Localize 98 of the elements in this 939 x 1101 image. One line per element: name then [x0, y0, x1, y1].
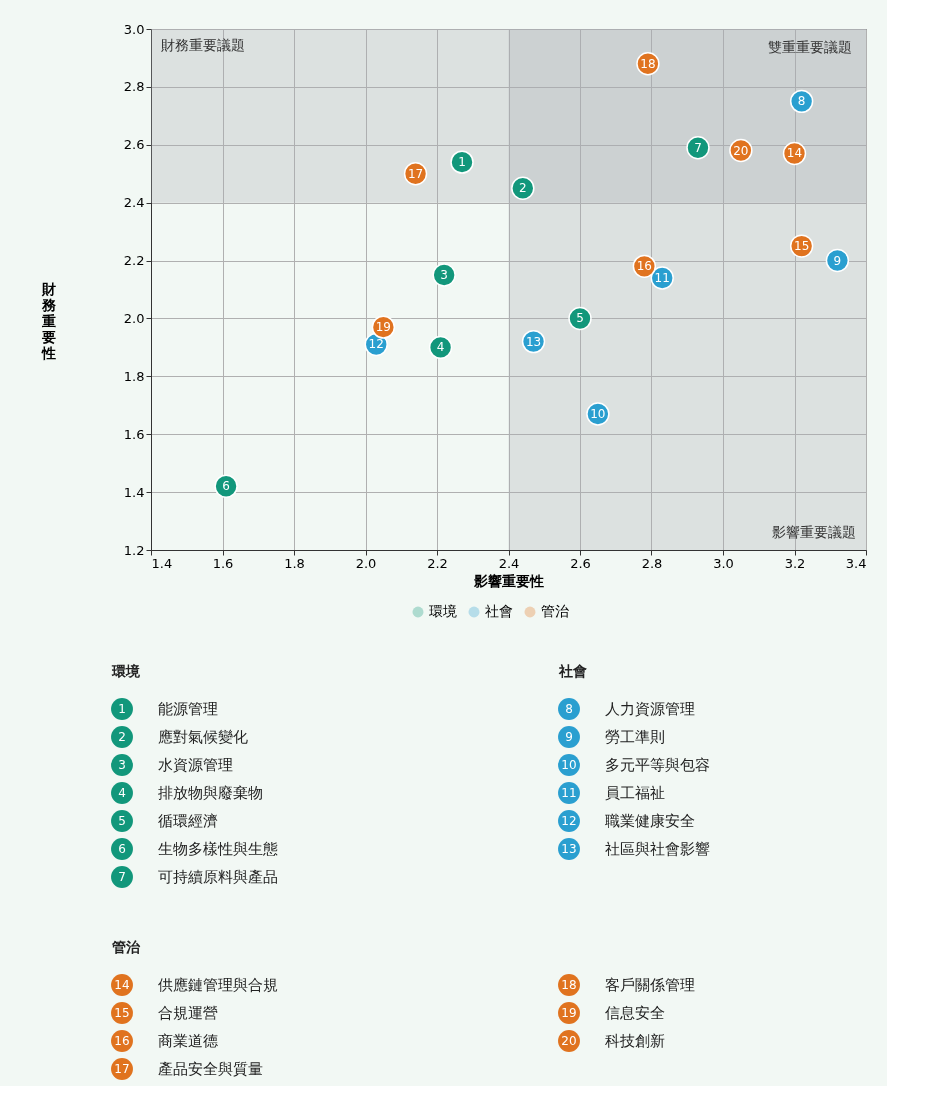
annotation: 13 — [525, 334, 542, 349]
point — [686, 135, 710, 160]
point — [568, 306, 592, 331]
text: 生物多樣性與生態 — [158, 840, 278, 858]
x-tick-label: 2.4 — [498, 555, 520, 571]
annotation: 雙重重要議題 — [768, 39, 852, 55]
point — [450, 150, 474, 174]
text: 水資源管理 — [158, 756, 233, 774]
annotation: 3 — [440, 268, 448, 283]
text: 8 — [565, 702, 573, 716]
y-axis-title: 財務重要性 — [40, 281, 57, 361]
text: 能源管理 — [158, 700, 218, 718]
text: 12 — [561, 814, 577, 828]
text: 19 — [561, 1006, 577, 1020]
annotation: 14 — [786, 146, 803, 161]
text: 環境 — [112, 663, 140, 679]
y-tick-label: 2.2 — [123, 253, 145, 269]
annotation: 16 — [636, 259, 652, 274]
x-tick-label: 3.4 — [845, 555, 867, 571]
band-label: 財務重要議題 — [161, 37, 245, 53]
annotation: 20 — [733, 143, 749, 158]
annotation: 2 — [518, 181, 527, 196]
annotation: 19 — [375, 320, 392, 335]
annotation: 11 — [654, 270, 670, 285]
y-tick-label: 2.4 — [123, 195, 145, 211]
text: 合規運營 — [158, 1004, 218, 1022]
annotation: 10 — [590, 406, 606, 421]
text: 應對氣候變化 — [158, 728, 248, 746]
annotation: 5 — [576, 311, 584, 326]
text: 循環經濟 — [158, 812, 218, 830]
x-tick-label: 2.8 — [641, 555, 663, 571]
text: 商業道德 — [158, 1032, 218, 1050]
y-tick-label: 2.8 — [123, 79, 145, 95]
text: 排放物與廢棄物 — [158, 784, 263, 802]
y-tick-label: 1.2 — [123, 542, 145, 558]
x-tick-label: 2.0 — [355, 555, 377, 571]
text: 社會 — [559, 663, 587, 679]
x-tick-label: 1.6 — [212, 555, 234, 571]
annotation: 6 — [222, 479, 230, 494]
legend-label: 環境 — [429, 603, 457, 619]
legend-label: 管治 — [541, 603, 569, 619]
y-tick-label: 2.0 — [123, 310, 145, 326]
text: 勞工準則 — [605, 728, 665, 746]
text: 11 — [561, 786, 577, 800]
x-tick-label: 2.6 — [570, 555, 591, 571]
annotation: 18 — [640, 56, 656, 71]
y-tick-label: 3.0 — [123, 21, 145, 37]
text: 16 — [114, 1034, 130, 1048]
text: 客戶關係管理 — [605, 976, 695, 994]
x-axis-title: 影響重要性 — [473, 572, 544, 589]
annotation: 9 — [833, 253, 842, 268]
annotation: 17 — [407, 166, 424, 181]
text: 5 — [118, 814, 126, 828]
text: 社區與社會影響 — [605, 840, 710, 858]
text: 18 — [561, 978, 577, 992]
text: 20 — [561, 1034, 577, 1048]
annotation: 8 — [797, 94, 806, 109]
x-tick-label: 1.8 — [284, 555, 305, 571]
text: 可持續原料與產品 — [158, 868, 278, 886]
legend-label: 社會 — [485, 603, 513, 619]
text: 供應鏈管理與合規 — [158, 976, 278, 994]
text: 1 — [118, 702, 126, 716]
annotation: 12 — [368, 337, 384, 352]
annotation: 4 — [436, 340, 445, 355]
text: 4 — [118, 786, 126, 800]
x-tick-label: 2.2 — [427, 555, 448, 571]
text: 15 — [114, 1006, 130, 1020]
text: 職業健康安全 — [605, 812, 695, 830]
text: 6 — [118, 842, 126, 856]
text: 產品安全與質量 — [158, 1060, 263, 1078]
text: 科技創新 — [605, 1032, 665, 1050]
annotation: 1 — [458, 155, 466, 170]
text: 14 — [114, 978, 130, 992]
annotation: 15 — [794, 239, 810, 254]
text: 信息安全 — [605, 1004, 665, 1022]
y-tick-label: 2.6 — [123, 137, 145, 153]
x-tick-label: 1.4 — [151, 555, 173, 571]
text: 13 — [561, 842, 577, 856]
point — [511, 176, 535, 200]
text: 員工福祉 — [605, 784, 665, 802]
text: 人力資源管理 — [605, 700, 695, 718]
text: 10 — [561, 758, 577, 772]
band-label: 影響重要議題 — [772, 524, 856, 540]
point — [214, 474, 238, 498]
text: 多元平等與包容 — [605, 756, 710, 774]
y-tick-label: 1.8 — [123, 368, 145, 384]
text: 3 — [118, 758, 126, 772]
y-tick-label: 1.4 — [123, 484, 145, 500]
annotation: 7 — [694, 140, 702, 155]
text: 9 — [565, 730, 573, 744]
x-tick-label: 3.2 — [784, 555, 806, 571]
y-tick-label: 1.6 — [123, 426, 145, 442]
text: 17 — [114, 1062, 130, 1076]
text: 管治 — [112, 939, 140, 955]
point — [432, 263, 456, 287]
text: 7 — [118, 870, 126, 884]
x-tick-label: 3.0 — [713, 555, 734, 571]
text: 2 — [118, 730, 126, 744]
